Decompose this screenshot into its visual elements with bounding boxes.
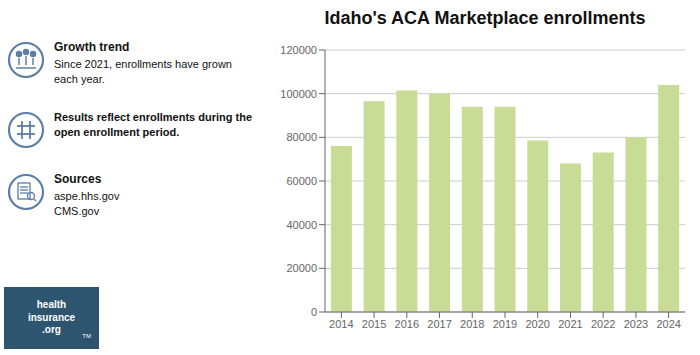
html-text:TM: TM — [82, 333, 91, 339]
html-text:aspe.hhs.gov CMS.gov: aspe.hhs.gov CMS.gov — [54, 189, 120, 218]
svg-text:2015: 2015 — [362, 318, 386, 330]
svg-text:2018: 2018 — [460, 318, 484, 330]
svg-text:60000: 60000 — [286, 175, 317, 187]
svg-text:2023: 2023 — [624, 318, 648, 330]
html-text:Growth trend: Growth trend — [54, 40, 130, 54]
html-text:Sources: Sources — [54, 171, 102, 186]
svg-text:100000: 100000 — [280, 88, 317, 100]
svg-text:40000: 40000 — [286, 219, 317, 231]
html-text:Idaho's ACA Marketplace enroll: Idaho's ACA Marketplace enrollments — [324, 8, 646, 28]
svg-text:2016: 2016 — [395, 318, 419, 330]
svg-text:120000: 120000 — [280, 44, 317, 56]
svg-text:2014: 2014 — [329, 318, 353, 330]
svg-text:80000: 80000 — [286, 131, 317, 143]
svg-text:2020: 2020 — [525, 318, 549, 330]
svg-text:20000: 20000 — [286, 262, 317, 274]
svg-text:2021: 2021 — [558, 318, 582, 330]
svg-text:2017: 2017 — [427, 318, 451, 330]
html-text:Since 2021, enrollments have g: Since 2021, enrollments have grown each … — [54, 58, 232, 86]
svg-text:2019: 2019 — [493, 318, 517, 330]
html-text:health insurance .org: health insurance .org — [27, 299, 76, 336]
svg-text:2022: 2022 — [591, 318, 615, 330]
svg-text:0: 0 — [311, 306, 317, 318]
html-text:Results reflect enrollments du: Results reflect enrollments during the o… — [54, 110, 252, 139]
svg-text:2024: 2024 — [656, 318, 680, 330]
